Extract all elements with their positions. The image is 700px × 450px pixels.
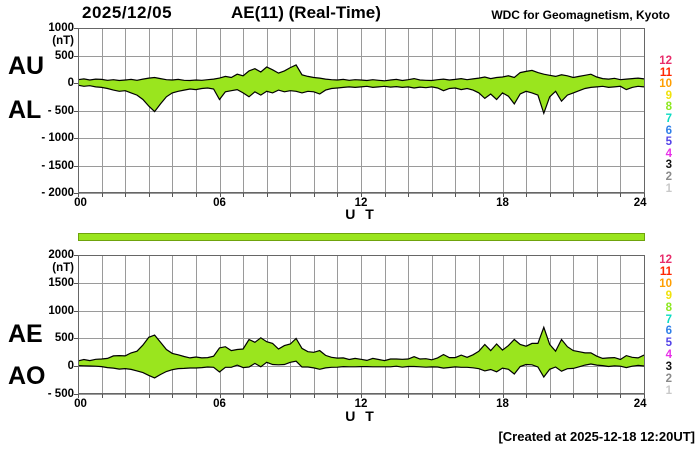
y-tick-label: - 500 [47, 104, 74, 117]
station-number-8: 8 [665, 101, 672, 114]
y-tick-label: 1000 [48, 304, 74, 317]
x-tick-label: 18 [496, 197, 509, 209]
y-tick-label: 0 [67, 77, 74, 89]
station-number-7: 7 [665, 313, 672, 326]
y-tick-label: - 2000 [41, 187, 74, 199]
au-al-chart [74, 28, 645, 197]
station-number-6: 6 [665, 124, 672, 137]
plot-title: AE(11) (Real-Time) [231, 3, 381, 22]
axis-ticks [74, 28, 645, 197]
station-number-7: 7 [665, 113, 672, 125]
ao-trace [77, 360, 645, 379]
series-label-al: AL [8, 96, 42, 124]
station-number-4: 4 [665, 349, 672, 362]
plot-frame [78, 28, 645, 193]
y-tick-label: - 500 [47, 388, 74, 400]
y-axis-unit-top: (nT) [52, 35, 74, 47]
y-tick-label: 2000 [48, 249, 74, 261]
plot-date: 2025/12/05 [82, 3, 173, 22]
x-tick-label: 18 [496, 398, 509, 410]
station-number-5: 5 [665, 337, 672, 350]
band-fill-ae-ao [78, 327, 644, 378]
axis-ticks [74, 255, 645, 398]
plot-frame [78, 255, 645, 394]
station-number-11: 11 [659, 66, 672, 79]
x-axis-label-top: U T [345, 206, 377, 222]
station-number-5: 5 [665, 136, 672, 149]
series-label-au: AU [8, 52, 45, 80]
y-tick-label: 500 [54, 332, 74, 345]
series-label-ao: AO [8, 362, 46, 390]
y-tick-label: - 1000 [41, 132, 74, 144]
station-number-2: 2 [665, 171, 672, 183]
au-trace [77, 64, 645, 82]
x-tick-label: 00 [74, 398, 87, 410]
station-number-2: 2 [665, 373, 672, 385]
grid-lines [78, 28, 645, 194]
station-number-4: 4 [665, 147, 672, 160]
series-label-ae: AE [8, 320, 43, 348]
org-credit: WDC for Geomagnetism, Kyoto [491, 8, 670, 22]
x-tick-label: 00 [74, 197, 87, 209]
station-number-3: 3 [665, 361, 672, 374]
station-number-3: 3 [665, 159, 672, 172]
station-number-9: 9 [665, 89, 672, 102]
ae-ao-chart [74, 255, 645, 398]
station-number-12: 12 [659, 55, 672, 67]
y-tick-label: 500 [54, 49, 74, 62]
y-tick-label: 1500 [48, 276, 74, 289]
station-number-8: 8 [665, 301, 672, 314]
x-tick-label: 06 [213, 398, 226, 410]
station-number-6: 6 [665, 325, 672, 338]
station-number-1: 1 [665, 384, 672, 397]
x-tick-label: 24 [633, 197, 647, 209]
x-axis-label-bottom: U T [345, 408, 377, 424]
x-tick-label: 24 [633, 398, 647, 410]
al-trace [77, 84, 645, 116]
station-number-10: 10 [659, 78, 672, 91]
station-number-11: 11 [659, 265, 672, 278]
station-number-12: 12 [659, 254, 672, 266]
station-number-10: 10 [659, 277, 672, 290]
y-tick-label: - 1500 [41, 159, 74, 172]
station-number-1: 1 [665, 182, 672, 195]
y-tick-label: 1000 [48, 22, 74, 34]
x-tick-label: 12 [354, 398, 368, 410]
created-timestamp: [Created at 2025-12-18 12:20UT] [498, 429, 695, 444]
data-availability-bar [78, 233, 645, 241]
station-number-9: 9 [665, 289, 672, 302]
x-tick-label: 06 [213, 197, 226, 209]
ae-trace [77, 325, 645, 362]
x-tick-label: 12 [354, 197, 368, 209]
y-tick-label: 0 [67, 360, 74, 373]
y-axis-unit-bottom: (nT) [52, 262, 74, 274]
